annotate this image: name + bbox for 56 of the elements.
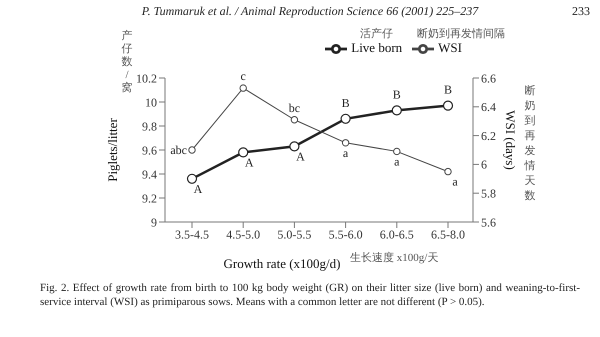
y2-tick-label: 6 (481, 158, 487, 172)
data-label: B (392, 87, 401, 102)
x-tick-label: 6.0-6.5 (380, 228, 414, 242)
point (442, 100, 454, 111)
data-label: abc (170, 143, 187, 157)
data-label: B (342, 96, 350, 110)
data-label: A (296, 149, 306, 164)
y-tick-label: 9.2 (142, 191, 157, 206)
text: 233 (571, 4, 590, 19)
data-label: c (240, 69, 246, 84)
data-label: bc (288, 100, 300, 115)
y2-tick-label: 6.6 (481, 71, 496, 86)
x-axis-title: Growth rate (x100g/d) (224, 256, 340, 271)
point (342, 139, 350, 146)
y-tick-label: 9.4 (142, 167, 157, 182)
data-label: a (394, 154, 400, 168)
point (444, 168, 452, 176)
data-label: A (244, 155, 254, 170)
x-tick-label: 3.5-4.5 (175, 228, 209, 242)
point (340, 114, 351, 124)
text: 生长速度 x100g/天 (350, 250, 438, 265)
text: P. Tummaruk et al. / Animal Reproduction Science 66 (2001) 225–237 (142, 4, 478, 18)
y2-axis-title: WSI (days) (503, 110, 518, 170)
text: 活产仔 (360, 26, 393, 41)
x-tick-label: 5.5-6.0 (328, 228, 363, 242)
data-label: B (444, 82, 452, 97)
y-tick-label: 9 (151, 215, 157, 230)
y-axis-title: Piglets/litter (105, 118, 120, 182)
point (290, 116, 298, 124)
text: 断奶到再发情间隔 (417, 27, 505, 41)
point (188, 146, 196, 154)
y2-tick-label: 6.2 (481, 128, 496, 143)
point (393, 148, 400, 156)
legend-label: Live born (351, 40, 402, 55)
y2-tick-label: 5.8 (481, 186, 496, 200)
y-tick-label: 10.2 (136, 71, 157, 86)
point (186, 174, 198, 184)
x-tick-label: 5.0-5.5 (277, 228, 312, 242)
x-tick-label: 6.5-8.0 (431, 228, 465, 242)
y2-tick-label: 5.6 (481, 215, 496, 230)
text: 断奶到再发情天数 (524, 84, 536, 204)
point (289, 141, 300, 152)
data-label: a (452, 174, 458, 189)
y-tick-label: 9.8 (142, 119, 157, 134)
point (392, 105, 402, 116)
y-tick-label: 10 (145, 95, 157, 110)
data-label: A (194, 182, 203, 196)
data-label: a (342, 146, 349, 160)
point (240, 84, 247, 92)
y2-tick-label: 6.4 (481, 100, 496, 114)
legend-label: WSI (438, 40, 462, 55)
x-tick-label: 4.5-5.0 (226, 228, 260, 242)
text: 产仔数/窝 (121, 30, 133, 95)
caption: Fig. 2. Effect of growth rate from birth to 100 kg body weight (GR) on their litter size (live born) and weaning-to-first-service interval (WSI) as primiparous sows. Means with a common letter are not different (P > 0.05). (40, 281, 580, 309)
y-tick-label: 9.6 (142, 143, 157, 158)
point (238, 147, 248, 158)
